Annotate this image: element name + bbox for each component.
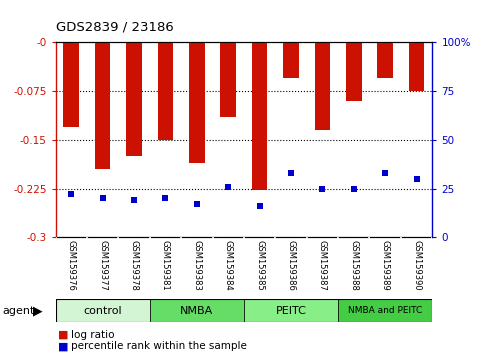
Bar	[95, 42, 111, 169]
Bar	[338, 299, 432, 322]
Text: GSM159388: GSM159388	[349, 240, 358, 291]
Bar	[314, 42, 330, 130]
Bar	[283, 42, 299, 78]
Bar	[244, 299, 338, 322]
Text: NMBA: NMBA	[180, 306, 213, 316]
Text: percentile rank within the sample: percentile rank within the sample	[71, 341, 247, 351]
Text: GSM159385: GSM159385	[255, 240, 264, 291]
Bar	[63, 42, 79, 127]
Text: GSM159377: GSM159377	[98, 240, 107, 291]
Text: ▶: ▶	[33, 304, 43, 317]
Bar	[346, 42, 362, 101]
Text: control: control	[84, 306, 122, 316]
Bar	[409, 42, 425, 91]
Text: GSM159381: GSM159381	[161, 240, 170, 291]
Bar	[252, 42, 268, 190]
Bar	[56, 299, 150, 322]
Text: GSM159387: GSM159387	[318, 240, 327, 291]
Text: GSM159390: GSM159390	[412, 240, 421, 291]
Text: ■: ■	[58, 330, 69, 339]
Text: PEITC: PEITC	[276, 306, 306, 316]
Text: GSM159384: GSM159384	[224, 240, 233, 291]
Text: log ratio: log ratio	[71, 330, 115, 339]
Text: NMBA and PEITC: NMBA and PEITC	[348, 306, 422, 315]
Text: ■: ■	[58, 341, 69, 351]
Bar	[220, 42, 236, 117]
Bar	[126, 42, 142, 156]
Text: agent: agent	[2, 306, 35, 316]
Text: GSM159386: GSM159386	[286, 240, 296, 291]
Bar	[189, 42, 205, 162]
Text: GSM159376: GSM159376	[67, 240, 76, 291]
Bar	[157, 42, 173, 140]
Text: GDS2839 / 23186: GDS2839 / 23186	[56, 21, 173, 34]
Text: GSM159389: GSM159389	[381, 240, 390, 291]
Bar	[150, 299, 244, 322]
Text: GSM159383: GSM159383	[192, 240, 201, 291]
Bar	[377, 42, 393, 78]
Text: GSM159378: GSM159378	[129, 240, 139, 291]
